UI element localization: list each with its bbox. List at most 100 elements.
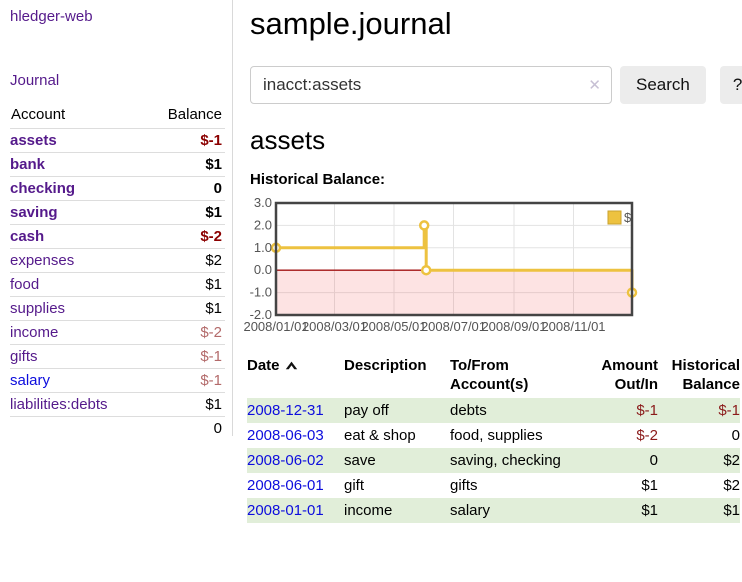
app-title-link[interactable]: hledger-web [10,8,93,25]
account-link[interactable]: checking [10,180,76,197]
account-balance: $1 [205,156,222,173]
account-link[interactable]: saving [10,204,58,221]
legend-swatch [607,210,622,225]
search-button[interactable]: Search [620,66,706,104]
transaction-balance: $2 [723,452,740,469]
sidebar-item-journal[interactable]: Journal [10,72,60,89]
transaction-date-link[interactable]: 2008-12-31 [247,402,324,419]
account-link[interactable]: salary [10,372,51,389]
account-row-income: income $-2 [10,320,225,345]
transaction-date-link[interactable]: 2008-06-02 [247,452,324,469]
svg-text:2008/11/01: 2008/11/01 [541,319,605,334]
transaction-date-link[interactable]: 2008-01-01 [247,502,324,519]
transaction-accounts: food, supplies [450,427,543,444]
accounts-total-row: 0 [10,416,225,441]
account-balance: $1 [205,276,222,293]
account-row-cash: cash $-2 [10,224,225,249]
transaction-description: gift [344,477,365,494]
plot-border [274,201,634,317]
account-link[interactable]: gifts [10,348,38,365]
page-title: sample.journal [250,6,452,41]
account-link[interactable]: assets [10,132,57,149]
accounts-header-balance: Balance [167,106,222,123]
transaction-balance: $1 [723,502,740,519]
register-row: 2008-12-31 pay off debts $-1 $-1 [247,398,740,423]
svg-text:-2.0: -2.0 [250,307,272,322]
account-row-bank: bank $1 [10,152,225,177]
transaction-description: eat & shop [344,427,416,444]
svg-text:2008/09/01: 2008/09/01 [481,319,546,334]
register-header-date[interactable]: Date [247,354,344,398]
svg-text:1.0: 1.0 [254,240,272,255]
account-row-assets: assets $-1 [10,128,225,153]
accounts-header-row: Account Balance [10,103,225,129]
account-balance: $1 [205,204,222,221]
account-link[interactable]: cash [10,228,45,245]
search-help-button[interactable]: ? [719,66,742,104]
transaction-description: save [344,452,376,469]
legend-label: $ [624,210,632,225]
accounts-table: Account Balance assets $-1 bank $1 check… [10,103,225,440]
account-link[interactable]: bank [10,156,46,173]
sort-ascending-icon [285,361,297,370]
transaction-amount: $1 [641,477,658,494]
transaction-amount: $-2 [636,427,658,444]
account-balance: $-2 [200,324,222,341]
transaction-description: income [344,502,393,519]
clear-search-icon[interactable]: ✕ [588,77,601,94]
historical-balance-chart: $ 3.0 2.0 1.0 0.0 -1.0 -2.0 2008/01/01 2… [243,195,742,338]
account-heading: assets [250,125,326,155]
account-link[interactable]: expenses [10,252,75,269]
transaction-accounts: salary [450,502,491,519]
account-link[interactable]: supplies [10,300,66,317]
account-link[interactable]: food [10,276,40,293]
register-header-balance: Historical Balance [671,357,740,393]
transaction-date-link[interactable]: 2008-06-03 [247,427,324,444]
account-row-gifts: gifts $-1 [10,344,225,369]
register-header-row: Date Description To/From Account(s) Amou… [247,354,740,398]
account-row-food: food $1 [10,272,225,297]
accounts-header-account: Account [11,106,66,123]
transaction-balance: 0 [731,427,740,444]
accounts-total-value: 0 [213,420,222,437]
svg-text:2.0: 2.0 [254,217,272,232]
svg-text:2008/07/01: 2008/07/01 [421,319,486,334]
search-input[interactable] [250,66,612,104]
transaction-amount: $1 [641,502,658,519]
date-header-label: Date [247,357,280,374]
sidebar: hledger-web Journal Account Balance asse… [0,0,233,437]
account-row-checking: checking 0 [10,176,225,201]
x-axis-labels: 2008/01/01 2008/03/01 2008/05/01 2008/07… [243,319,605,334]
transaction-balance: $2 [723,477,740,494]
transaction-date-link[interactable]: 2008-06-01 [247,477,324,494]
account-row-salary: salary $-1 [10,368,225,393]
account-row-supplies: supplies $1 [10,296,225,321]
account-link[interactable]: liabilities:debts [10,396,108,413]
account-link[interactable]: income [10,324,59,341]
transaction-accounts: debts [450,402,487,419]
account-balance: $-2 [200,228,222,245]
svg-text:0.0: 0.0 [254,262,272,277]
account-balance: $2 [205,252,222,269]
account-balance: $-1 [200,132,222,149]
register-header-description: Description [344,357,427,374]
register-row: 2008-01-01 income salary $1 $1 [247,498,740,523]
transaction-amount: 0 [649,452,658,469]
register-row: 2008-06-03 eat & shop food, supplies $-2… [247,423,740,448]
chart-heading: Historical Balance: [250,171,386,188]
account-balance: $1 [205,300,222,317]
account-balance: $-1 [200,372,222,389]
chart-canvas: $ 3.0 2.0 1.0 0.0 -1.0 -2.0 2008/01/01 2… [243,195,638,334]
main-content: sample.journal ✕ Search ? assets Histori… [243,0,742,523]
transaction-accounts: gifts [450,477,478,494]
register-header-tofrom: To/From Account(s) [450,357,529,393]
svg-text:3.0: 3.0 [254,195,272,210]
account-row-saving: saving $1 [10,200,225,225]
svg-text:2008/05/01: 2008/05/01 [361,319,426,334]
search-box: ✕ [250,66,612,104]
account-balance: $-1 [200,348,222,365]
svg-text:2008/03/01: 2008/03/01 [302,319,367,334]
register-row: 2008-06-01 gift gifts $1 $2 [247,473,740,498]
svg-text:2008/01/01: 2008/01/01 [243,319,308,334]
register-row: 2008-06-02 save saving, checking 0 $2 [247,448,740,473]
